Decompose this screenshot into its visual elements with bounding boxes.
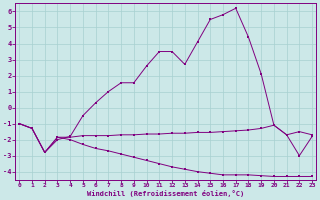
X-axis label: Windchill (Refroidissement éolien,°C): Windchill (Refroidissement éolien,°C) [87, 190, 244, 197]
